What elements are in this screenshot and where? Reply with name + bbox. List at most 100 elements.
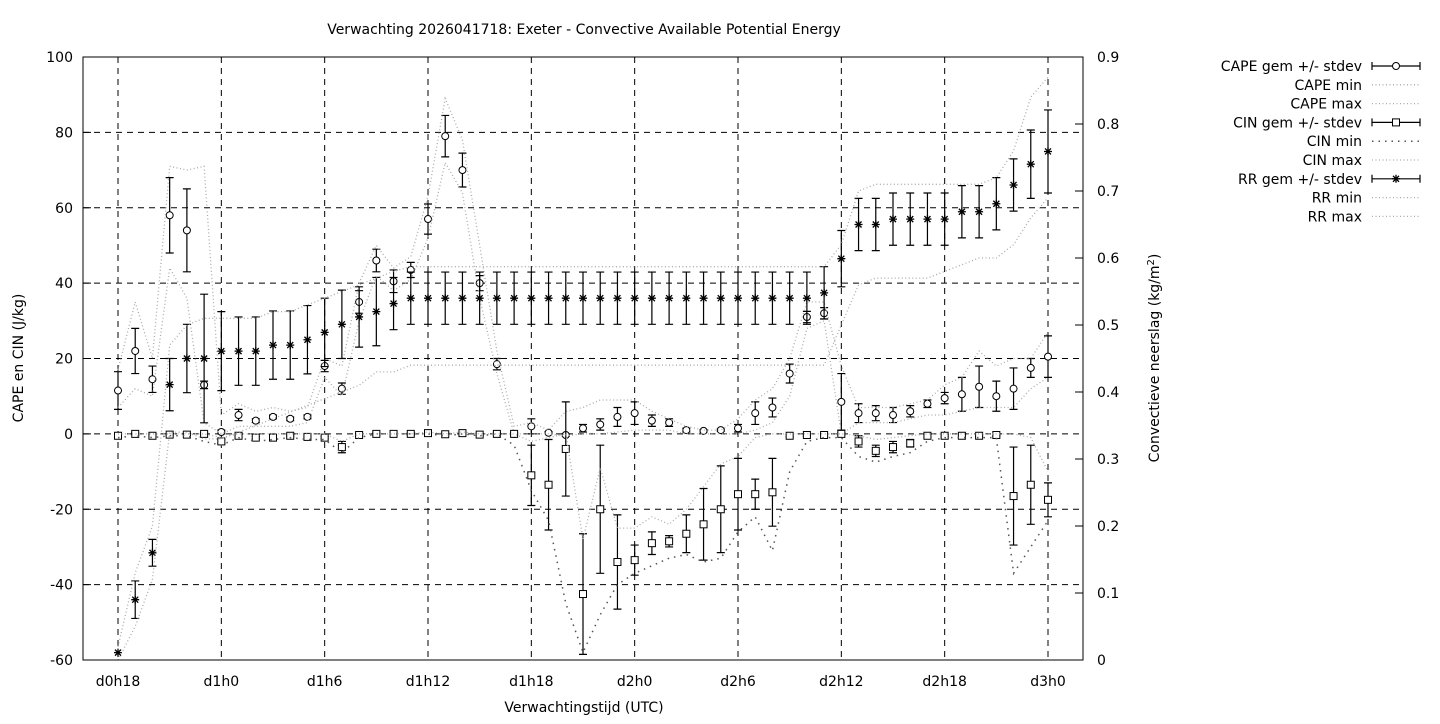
- star-point: [182, 354, 191, 363]
- square-point: [148, 431, 157, 440]
- square-point: [1026, 480, 1035, 489]
- x-tick-label: d1h0: [204, 674, 240, 690]
- x-axis-label: Verwachtingstijd (UTC): [504, 700, 663, 716]
- legend-marker-square: [1392, 118, 1400, 127]
- legend-label: RR min: [1312, 191, 1362, 207]
- circle-point: [544, 428, 553, 437]
- legend-label: CAPE gem +/- stdev: [1221, 59, 1362, 75]
- square-point: [906, 439, 915, 448]
- square-point: [923, 431, 932, 440]
- star-point: [854, 220, 863, 229]
- square-point: [613, 558, 622, 567]
- circle-point: [647, 416, 656, 425]
- circle-point: [1044, 352, 1052, 361]
- star-point: [303, 335, 312, 344]
- y2-tick-label: 0.1: [1097, 586, 1119, 602]
- square-point: [1044, 495, 1052, 504]
- legend-label: CIN min: [1307, 134, 1362, 150]
- square-point: [544, 480, 553, 489]
- circle-point: [785, 369, 794, 378]
- square-point: [165, 430, 174, 439]
- square-point: [475, 430, 484, 439]
- x-tick-label: d1h18: [509, 674, 553, 690]
- circle-point: [286, 414, 295, 423]
- line-cape-max: [117, 96, 1049, 431]
- star-point: [889, 215, 897, 224]
- square-point: [837, 429, 846, 438]
- y-tick-label: -60: [50, 653, 73, 669]
- star-point: [1044, 147, 1052, 156]
- square-point: [716, 505, 725, 514]
- star-point: [492, 294, 501, 303]
- circle-point: [596, 420, 605, 429]
- square-point: [992, 431, 1001, 440]
- square-point: [303, 432, 312, 441]
- legend-marker-circle: [1392, 62, 1400, 70]
- square-point: [510, 429, 519, 438]
- circle-point: [630, 409, 639, 418]
- x-tick-label: d2h0: [617, 674, 653, 690]
- square-point: [579, 590, 587, 599]
- square-point: [182, 430, 191, 439]
- circle-point: [889, 411, 897, 420]
- circle-point: [337, 384, 346, 393]
- circle-point: [303, 412, 312, 421]
- y2-tick-label: 0.5: [1097, 318, 1119, 334]
- square-point: [596, 505, 605, 514]
- star-point: [441, 294, 450, 303]
- square-point: [406, 429, 415, 438]
- x-tick-label: d2h12: [819, 674, 863, 690]
- star-point: [785, 294, 794, 303]
- circle-point: [854, 409, 863, 418]
- legend-label: RR max: [1308, 209, 1362, 225]
- square-point: [820, 431, 829, 440]
- legend-label: CAPE min: [1295, 78, 1363, 94]
- legend-marker-star: [1392, 174, 1400, 183]
- star-point: [510, 294, 519, 303]
- y-tick-label: 100: [46, 50, 73, 66]
- star-point: [647, 294, 656, 303]
- star-point: [957, 207, 966, 216]
- series-cin-gem-stdev: [114, 401, 1052, 655]
- circle-point: [182, 226, 191, 235]
- circle-point: [114, 386, 122, 395]
- square-point: [234, 431, 243, 440]
- square-point: [647, 539, 656, 548]
- star-point: [802, 294, 811, 303]
- star-point: [114, 648, 122, 657]
- square-point: [768, 488, 777, 497]
- star-point: [613, 294, 622, 303]
- circle-point: [975, 382, 984, 391]
- square-point: [940, 431, 949, 440]
- circle-point: [871, 409, 880, 418]
- circle-point: [458, 166, 467, 175]
- star-point: [665, 294, 674, 303]
- circle-point: [217, 427, 226, 436]
- y-tick-label: 20: [55, 352, 73, 368]
- circle-point: [234, 411, 243, 420]
- star-point: [148, 548, 157, 557]
- star-point: [906, 215, 915, 224]
- x-tick-label: d2h18: [922, 674, 966, 690]
- y2-tick-label: 0.3: [1097, 452, 1119, 468]
- y2-tick-label: 0.8: [1097, 117, 1119, 133]
- star-point: [871, 220, 880, 229]
- star-point: [992, 199, 1001, 208]
- star-point: [837, 254, 846, 263]
- y-tick-label: 60: [55, 201, 73, 217]
- circle-point: [613, 412, 622, 421]
- y-tick-label: -20: [50, 502, 73, 518]
- star-point: [751, 294, 760, 303]
- square-point: [561, 444, 570, 453]
- circle-point: [837, 397, 846, 406]
- x-tick-label: d1h12: [406, 674, 450, 690]
- y-tick-label: -40: [50, 578, 73, 594]
- star-point: [234, 347, 243, 356]
- square-point: [699, 520, 708, 529]
- square-point: [785, 431, 794, 440]
- y-tick-label: 80: [55, 125, 73, 141]
- square-point: [251, 433, 260, 442]
- star-point: [458, 294, 467, 303]
- square-point: [1009, 492, 1018, 501]
- square-point: [854, 437, 863, 446]
